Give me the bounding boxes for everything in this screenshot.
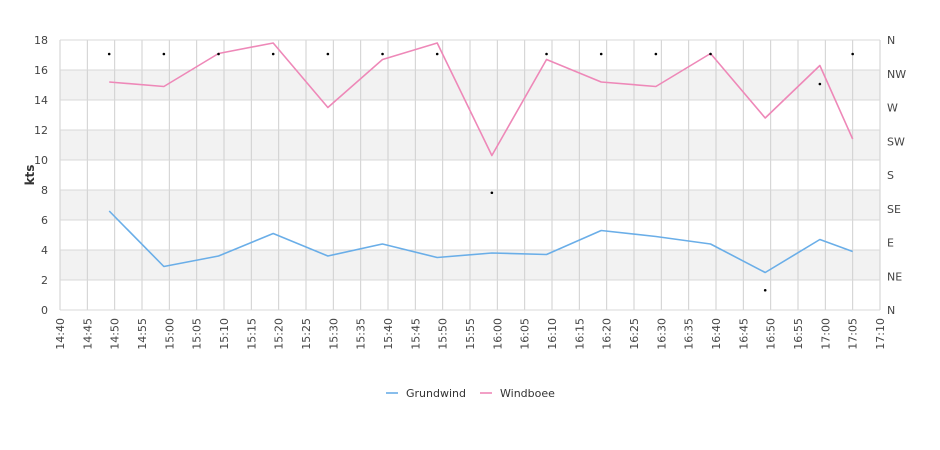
x-tick-label: 16:00 bbox=[491, 318, 504, 350]
x-tick-label: 16:25 bbox=[628, 318, 641, 350]
direction-tick-label: N bbox=[887, 304, 895, 317]
direction-marker bbox=[818, 82, 822, 86]
x-tick-label: 15:00 bbox=[163, 318, 176, 350]
x-tick-label: 17:00 bbox=[819, 318, 832, 350]
direction-marker bbox=[162, 52, 166, 56]
x-tick-label: 16:30 bbox=[655, 318, 668, 350]
series-lines bbox=[108, 42, 854, 274]
direction-marker bbox=[217, 52, 220, 56]
x-tick-label: 14:40 bbox=[54, 318, 67, 350]
direction-marker bbox=[599, 52, 603, 56]
direction-marker bbox=[709, 52, 712, 56]
x-tick-label: 15:45 bbox=[409, 318, 422, 350]
x-tick-label: 14:55 bbox=[136, 318, 149, 350]
x-axis-tick-labels: 14:40 14:45 14:50 14:55 15:00 15:05 15:10 15:15… bbox=[54, 318, 887, 350]
direction-tick-label: NW bbox=[887, 68, 906, 81]
legend-label-grundwind: Grundwind bbox=[406, 387, 466, 400]
direction-markers bbox=[107, 52, 854, 292]
x-tick-label: 16:40 bbox=[710, 318, 723, 350]
x-tick-label: 16:05 bbox=[519, 318, 532, 350]
direction-tick-label: S bbox=[887, 169, 894, 182]
legend-label-windboee: Windboee bbox=[500, 387, 555, 400]
y-tick-label: 10 bbox=[34, 154, 48, 167]
x-tick-label: 16:50 bbox=[765, 318, 778, 350]
x-tick-label: 16:10 bbox=[546, 318, 559, 350]
direction-tick-label: SW bbox=[887, 135, 905, 148]
x-tick-label: 16:15 bbox=[573, 318, 586, 350]
x-tick-label: 15:15 bbox=[245, 318, 258, 350]
x-tick-label: 15:40 bbox=[382, 318, 395, 350]
direction-marker bbox=[435, 52, 439, 56]
direction-marker bbox=[326, 52, 330, 56]
direction-marker bbox=[490, 191, 494, 195]
x-tick-label: 14:45 bbox=[81, 318, 94, 350]
x-tick-label: 15:05 bbox=[191, 318, 204, 350]
y-tick-label: 6 bbox=[41, 214, 48, 227]
x-tick-label: 14:50 bbox=[109, 318, 122, 350]
direction-marker bbox=[851, 52, 854, 56]
y-tick-label: 4 bbox=[41, 244, 48, 257]
y-tick-label: 2 bbox=[41, 274, 48, 287]
direction-marker bbox=[107, 52, 111, 56]
direction-tick-label: N bbox=[887, 34, 895, 47]
y-tick-label: 14 bbox=[34, 94, 48, 107]
legend: Grundwind Windboee bbox=[386, 387, 555, 400]
x-tick-label: 16:20 bbox=[601, 318, 614, 350]
direction-marker bbox=[271, 52, 275, 56]
x-tick-label: 15:50 bbox=[437, 318, 450, 350]
direction-marker bbox=[654, 52, 658, 56]
y-tick-label: 12 bbox=[34, 124, 48, 137]
x-tick-label: 16:35 bbox=[683, 318, 696, 350]
y-tick-label: 0 bbox=[41, 304, 48, 317]
x-tick-label: 15:25 bbox=[300, 318, 313, 350]
x-tick-label: 15:35 bbox=[355, 318, 368, 350]
direction-tick-label: W bbox=[887, 102, 898, 115]
series-line-grundwind bbox=[108, 210, 853, 274]
x-tick-label: 15:55 bbox=[464, 318, 477, 350]
x-tick-label: 15:20 bbox=[273, 318, 286, 350]
x-tick-label: 16:55 bbox=[792, 318, 805, 350]
direction-marker bbox=[381, 52, 384, 56]
direction-tick-label: SE bbox=[887, 203, 901, 216]
y-tick-label: 18 bbox=[34, 34, 48, 47]
direction-tick-label: E bbox=[887, 237, 894, 250]
x-tick-label: 16:45 bbox=[737, 318, 750, 350]
vertical-gridlines bbox=[59, 40, 881, 310]
y-axis-tick-labels: 0 2 4 6 8 10 12 14 16 18 bbox=[34, 34, 48, 317]
horizontal-gridlines bbox=[60, 39, 880, 311]
y-tick-label: 8 bbox=[41, 184, 48, 197]
x-tick-label: 15:10 bbox=[218, 318, 231, 350]
series-line-windboee bbox=[109, 42, 854, 157]
y-tick-label: 16 bbox=[34, 64, 48, 77]
direction-tick-label: NE bbox=[887, 270, 902, 283]
direction-marker bbox=[763, 288, 767, 292]
direction-axis-tick-labels: N NE E SE S SW W NW N bbox=[887, 34, 906, 317]
x-tick-label: 17:05 bbox=[847, 318, 860, 350]
y-axis-title: kts bbox=[23, 165, 37, 186]
x-tick-label: 17:10 bbox=[874, 318, 887, 350]
direction-marker bbox=[545, 52, 548, 56]
x-tick-label: 15:30 bbox=[327, 318, 340, 350]
